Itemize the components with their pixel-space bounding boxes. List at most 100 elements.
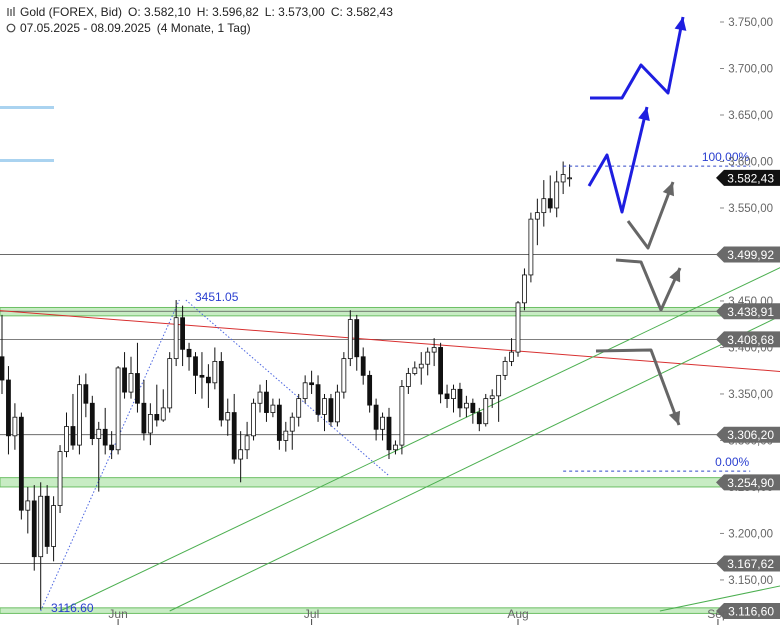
candle-body[interactable]: [167, 358, 173, 409]
candle-body[interactable]: [25, 500, 31, 511]
candle-body[interactable]: [554, 181, 560, 209]
candle-body[interactable]: [418, 363, 424, 369]
candle-body[interactable]: [0, 356, 5, 381]
candle-body[interactable]: [283, 430, 289, 441]
candle-body[interactable]: [522, 274, 527, 304]
candle-body[interactable]: [180, 317, 186, 350]
candle-body[interactable]: [225, 412, 231, 421]
candle-body[interactable]: [160, 407, 166, 421]
candle-body[interactable]: [51, 505, 56, 547]
candle-body[interactable]: [186, 348, 192, 358]
candle-body[interactable]: [457, 388, 463, 409]
candle-body[interactable]: [96, 428, 102, 439]
candle-body[interactable]: [12, 416, 18, 437]
candle-body[interactable]: [534, 212, 540, 220]
candle-body[interactable]: [89, 402, 95, 439]
candle-body[interactable]: [173, 317, 179, 360]
candle-body[interactable]: [502, 361, 508, 376]
candle-body[interactable]: [18, 416, 24, 511]
candle-body[interactable]: [218, 361, 224, 421]
candle-body[interactable]: [425, 351, 431, 365]
candle-body[interactable]: [470, 402, 476, 413]
candle-body[interactable]: [147, 414, 153, 434]
candle-body[interactable]: [309, 382, 315, 386]
candle-body[interactable]: [205, 376, 211, 384]
candle-body[interactable]: [264, 391, 269, 413]
candle-body[interactable]: [451, 388, 456, 400]
price-badge: [716, 246, 780, 263]
candle-body[interactable]: [64, 426, 69, 453]
candle-body[interactable]: [380, 416, 385, 430]
candle-body[interactable]: [438, 347, 444, 395]
candle-body[interactable]: [315, 384, 321, 415]
candle-body[interactable]: [102, 428, 108, 446]
candle-body[interactable]: [115, 367, 121, 451]
time-axis: Jun Jul Aug Sep: [108, 607, 729, 625]
price-badge-label: 3.167,62: [727, 557, 774, 571]
candle-body[interactable]: [276, 404, 282, 441]
candle-body[interactable]: [412, 367, 418, 374]
candle-body[interactable]: [386, 416, 392, 451]
candle-body[interactable]: [399, 386, 405, 446]
candle-body[interactable]: [122, 367, 127, 393]
candle-body[interactable]: [44, 495, 50, 547]
candle-body[interactable]: [128, 373, 134, 393]
candle-body[interactable]: [296, 398, 302, 418]
candle-body[interactable]: [77, 384, 82, 446]
candle-body[interactable]: [244, 435, 250, 451]
candle-body[interactable]: [431, 347, 437, 353]
trendline: [59, 267, 780, 612]
price-badge-label: 3.408,68: [727, 333, 774, 347]
candle-body[interactable]: [496, 374, 502, 397]
candle-body[interactable]: [70, 426, 76, 446]
candle-body[interactable]: [360, 356, 366, 376]
alternative-scenario-arrow: [626, 181, 675, 250]
candle-body[interactable]: [515, 302, 521, 353]
candle-body[interactable]: [560, 174, 566, 183]
candle-body[interactable]: [476, 412, 482, 425]
candle-body[interactable]: [509, 351, 514, 362]
candle-body[interactable]: [328, 398, 334, 423]
candle-body[interactable]: [367, 374, 373, 406]
candle-body[interactable]: [405, 373, 411, 387]
price-badge-label: 3.254,90: [727, 476, 774, 490]
candle-body[interactable]: [322, 398, 327, 415]
candle-body[interactable]: [393, 444, 398, 451]
candle-body[interactable]: [109, 444, 115, 451]
candle-body[interactable]: [347, 319, 353, 360]
candle-body[interactable]: [463, 402, 469, 409]
candle-body[interactable]: [154, 414, 160, 421]
candle-body[interactable]: [270, 404, 276, 413]
candle-body[interactable]: [257, 391, 263, 404]
candle-body[interactable]: [354, 319, 360, 358]
candle-body[interactable]: [141, 402, 147, 434]
candle-body[interactable]: [547, 198, 553, 209]
price-tick-label: 3.550,00: [728, 203, 773, 215]
candle-body[interactable]: [289, 416, 295, 432]
candle-body[interactable]: [489, 395, 495, 400]
candle-body[interactable]: [135, 373, 140, 404]
candle-body[interactable]: [334, 391, 340, 423]
candle-body[interactable]: [38, 495, 44, 558]
candle-body[interactable]: [528, 218, 534, 276]
candle-body[interactable]: [231, 412, 237, 460]
candle-body[interactable]: [373, 404, 379, 430]
candle-body[interactable]: [444, 393, 450, 400]
candle-body[interactable]: [302, 382, 308, 400]
support-zone: [0, 477, 780, 488]
candle-body[interactable]: [541, 198, 547, 214]
candle-body[interactable]: [199, 374, 205, 378]
candle-body[interactable]: [483, 398, 489, 425]
candle-body[interactable]: [341, 358, 347, 393]
candle-body[interactable]: [251, 402, 256, 437]
candle-body[interactable]: [31, 500, 37, 558]
candle-body[interactable]: [6, 379, 11, 437]
candle-body[interactable]: [212, 361, 218, 384]
candle-body[interactable]: [567, 177, 572, 180]
candle-body[interactable]: [238, 449, 244, 460]
candle-body[interactable]: [83, 384, 89, 404]
candle-body[interactable]: [57, 451, 63, 506]
price-badge-label: 3.306,20: [727, 428, 774, 442]
candle-body[interactable]: [193, 356, 198, 376]
